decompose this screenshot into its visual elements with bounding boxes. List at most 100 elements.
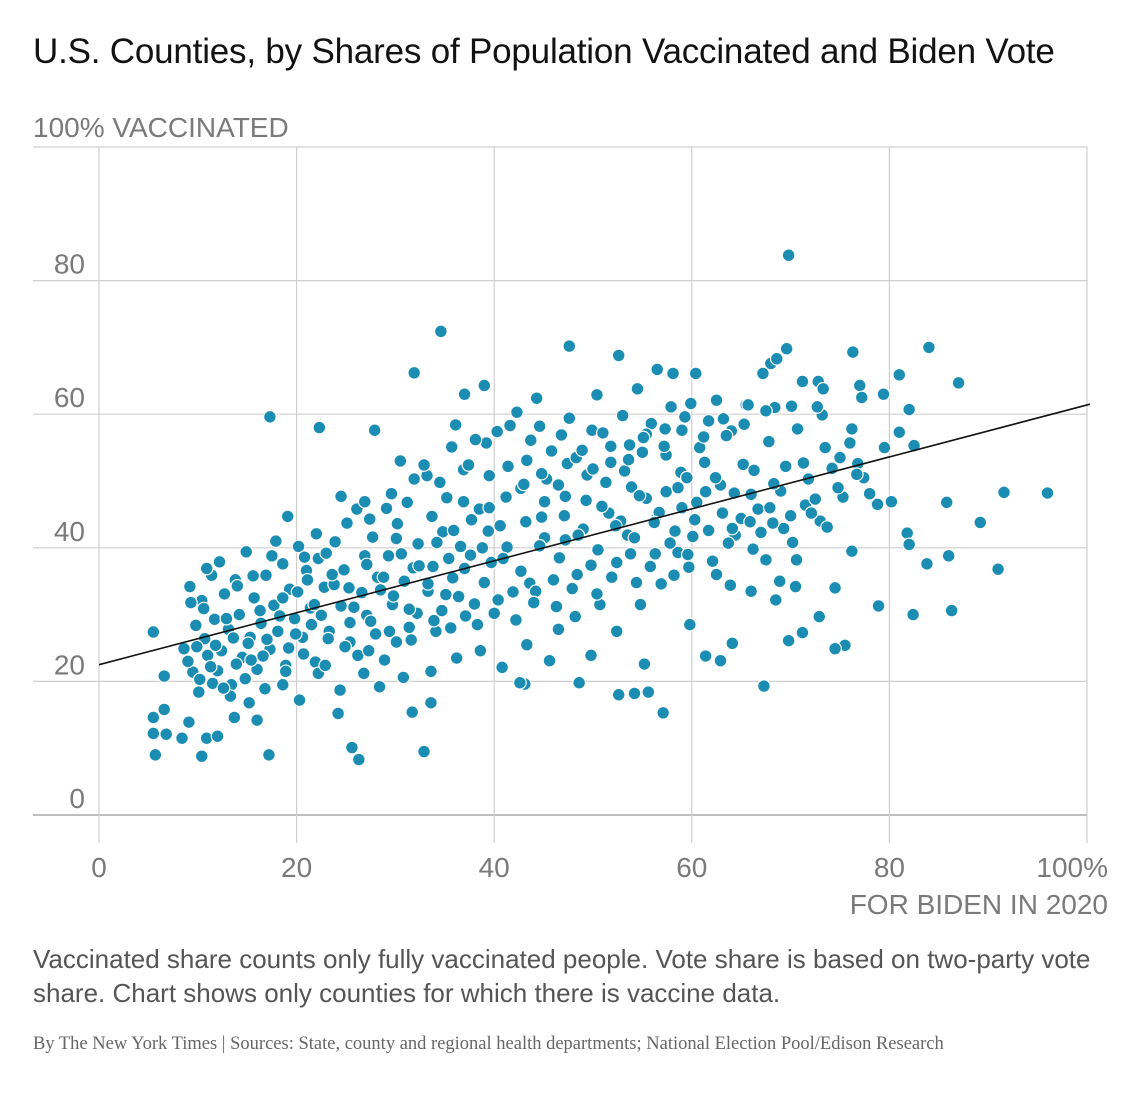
- county-point: [441, 551, 456, 566]
- county-point: [716, 411, 731, 426]
- y-axis-label: 100% VACCINATED: [33, 112, 289, 143]
- axis-labels: 0 20 40 60 80 100% VACCINATED 0 20 40 60 80 100% FOR…: [33, 112, 1108, 920]
- county-point: [296, 647, 311, 661]
- county-point: [159, 727, 174, 742]
- county-point: [175, 731, 189, 746]
- county-point: [747, 463, 761, 478]
- y-tick-label: 60: [54, 382, 85, 413]
- y-tick-label: 40: [54, 516, 85, 547]
- county-point: [331, 706, 345, 721]
- county-point: [203, 659, 218, 674]
- county-point: [189, 639, 204, 654]
- county-point: [570, 567, 585, 582]
- county-point: [319, 546, 334, 561]
- county-point: [468, 432, 483, 447]
- y-tick-label: 80: [54, 249, 85, 280]
- county-point: [258, 681, 272, 696]
- county-point: [456, 494, 471, 509]
- county-point: [453, 539, 468, 554]
- county-point: [219, 611, 234, 626]
- county-point: [377, 653, 392, 667]
- x-tick-label: 60: [676, 852, 707, 883]
- county-point: [831, 480, 845, 495]
- county-point: [509, 613, 523, 627]
- county-point: [698, 484, 713, 499]
- county-point: [779, 341, 794, 356]
- county-point: [405, 705, 420, 720]
- county-point: [412, 558, 427, 573]
- county-point: [604, 570, 619, 585]
- y-tick-label: 20: [54, 649, 85, 680]
- county-point: [529, 391, 544, 406]
- county-point: [227, 710, 242, 725]
- county-point: [268, 534, 283, 549]
- county-point: [624, 480, 639, 494]
- county-point: [467, 597, 482, 611]
- county-point: [192, 672, 207, 687]
- county-point: [393, 454, 408, 468]
- county-point: [362, 512, 377, 526]
- scatter-plot: 0 20 40 60 80 100% VACCINATED 0 20 40 60 80 100% FOR…: [33, 112, 1108, 920]
- county-point: [506, 584, 520, 599]
- county-point: [627, 530, 642, 545]
- county-point: [743, 514, 757, 529]
- county-point: [266, 598, 281, 613]
- county-point: [259, 568, 273, 583]
- county-point: [629, 575, 644, 590]
- county-point: [552, 550, 567, 565]
- county-point: [439, 490, 454, 505]
- county-point: [736, 457, 751, 472]
- county-point: [542, 653, 557, 668]
- county-point: [292, 693, 307, 708]
- county-point: [534, 466, 549, 481]
- county-point: [572, 675, 587, 690]
- x-tick-label: 0: [91, 852, 107, 883]
- county-point: [537, 494, 552, 509]
- chart-note: Vaccinated share counts only fully vacci…: [33, 944, 1091, 1008]
- county-point: [603, 439, 618, 454]
- county-point: [239, 544, 254, 559]
- county-point: [404, 633, 419, 647]
- county-point: [157, 702, 172, 717]
- regression-line: [98, 403, 1091, 666]
- county-point: [677, 409, 692, 424]
- county-point: [892, 425, 907, 440]
- county-point: [709, 393, 724, 408]
- county-point: [688, 366, 703, 381]
- county-point: [434, 603, 449, 618]
- county-point: [361, 643, 376, 658]
- county-point: [389, 635, 404, 649]
- county-point: [182, 579, 197, 594]
- county-point: [810, 399, 825, 414]
- county-point: [464, 512, 479, 527]
- county-point: [188, 618, 203, 633]
- county-point: [598, 475, 613, 490]
- county-point: [407, 472, 422, 486]
- county-point: [870, 497, 885, 512]
- county-point: [562, 411, 577, 426]
- county-point: [997, 485, 1011, 500]
- county-point: [312, 420, 327, 435]
- county-point: [759, 403, 773, 418]
- county-point: [741, 397, 756, 412]
- county-point: [788, 579, 803, 594]
- county-point: [939, 495, 954, 510]
- county-point: [402, 620, 417, 635]
- county-point: [666, 366, 680, 381]
- county-point: [146, 710, 161, 725]
- county-point: [663, 536, 677, 551]
- county-point: [429, 535, 444, 550]
- county-point: [877, 440, 892, 455]
- county-point: [304, 617, 319, 632]
- county-point: [482, 500, 497, 515]
- county-point: [246, 568, 261, 583]
- county-point: [603, 455, 618, 470]
- county-point: [495, 660, 510, 675]
- county-point: [433, 324, 448, 339]
- county-point: [795, 625, 810, 640]
- county-point: [309, 526, 324, 541]
- county-point: [382, 624, 397, 639]
- county-point: [443, 621, 458, 635]
- county-point: [513, 564, 528, 579]
- county-point: [328, 534, 343, 549]
